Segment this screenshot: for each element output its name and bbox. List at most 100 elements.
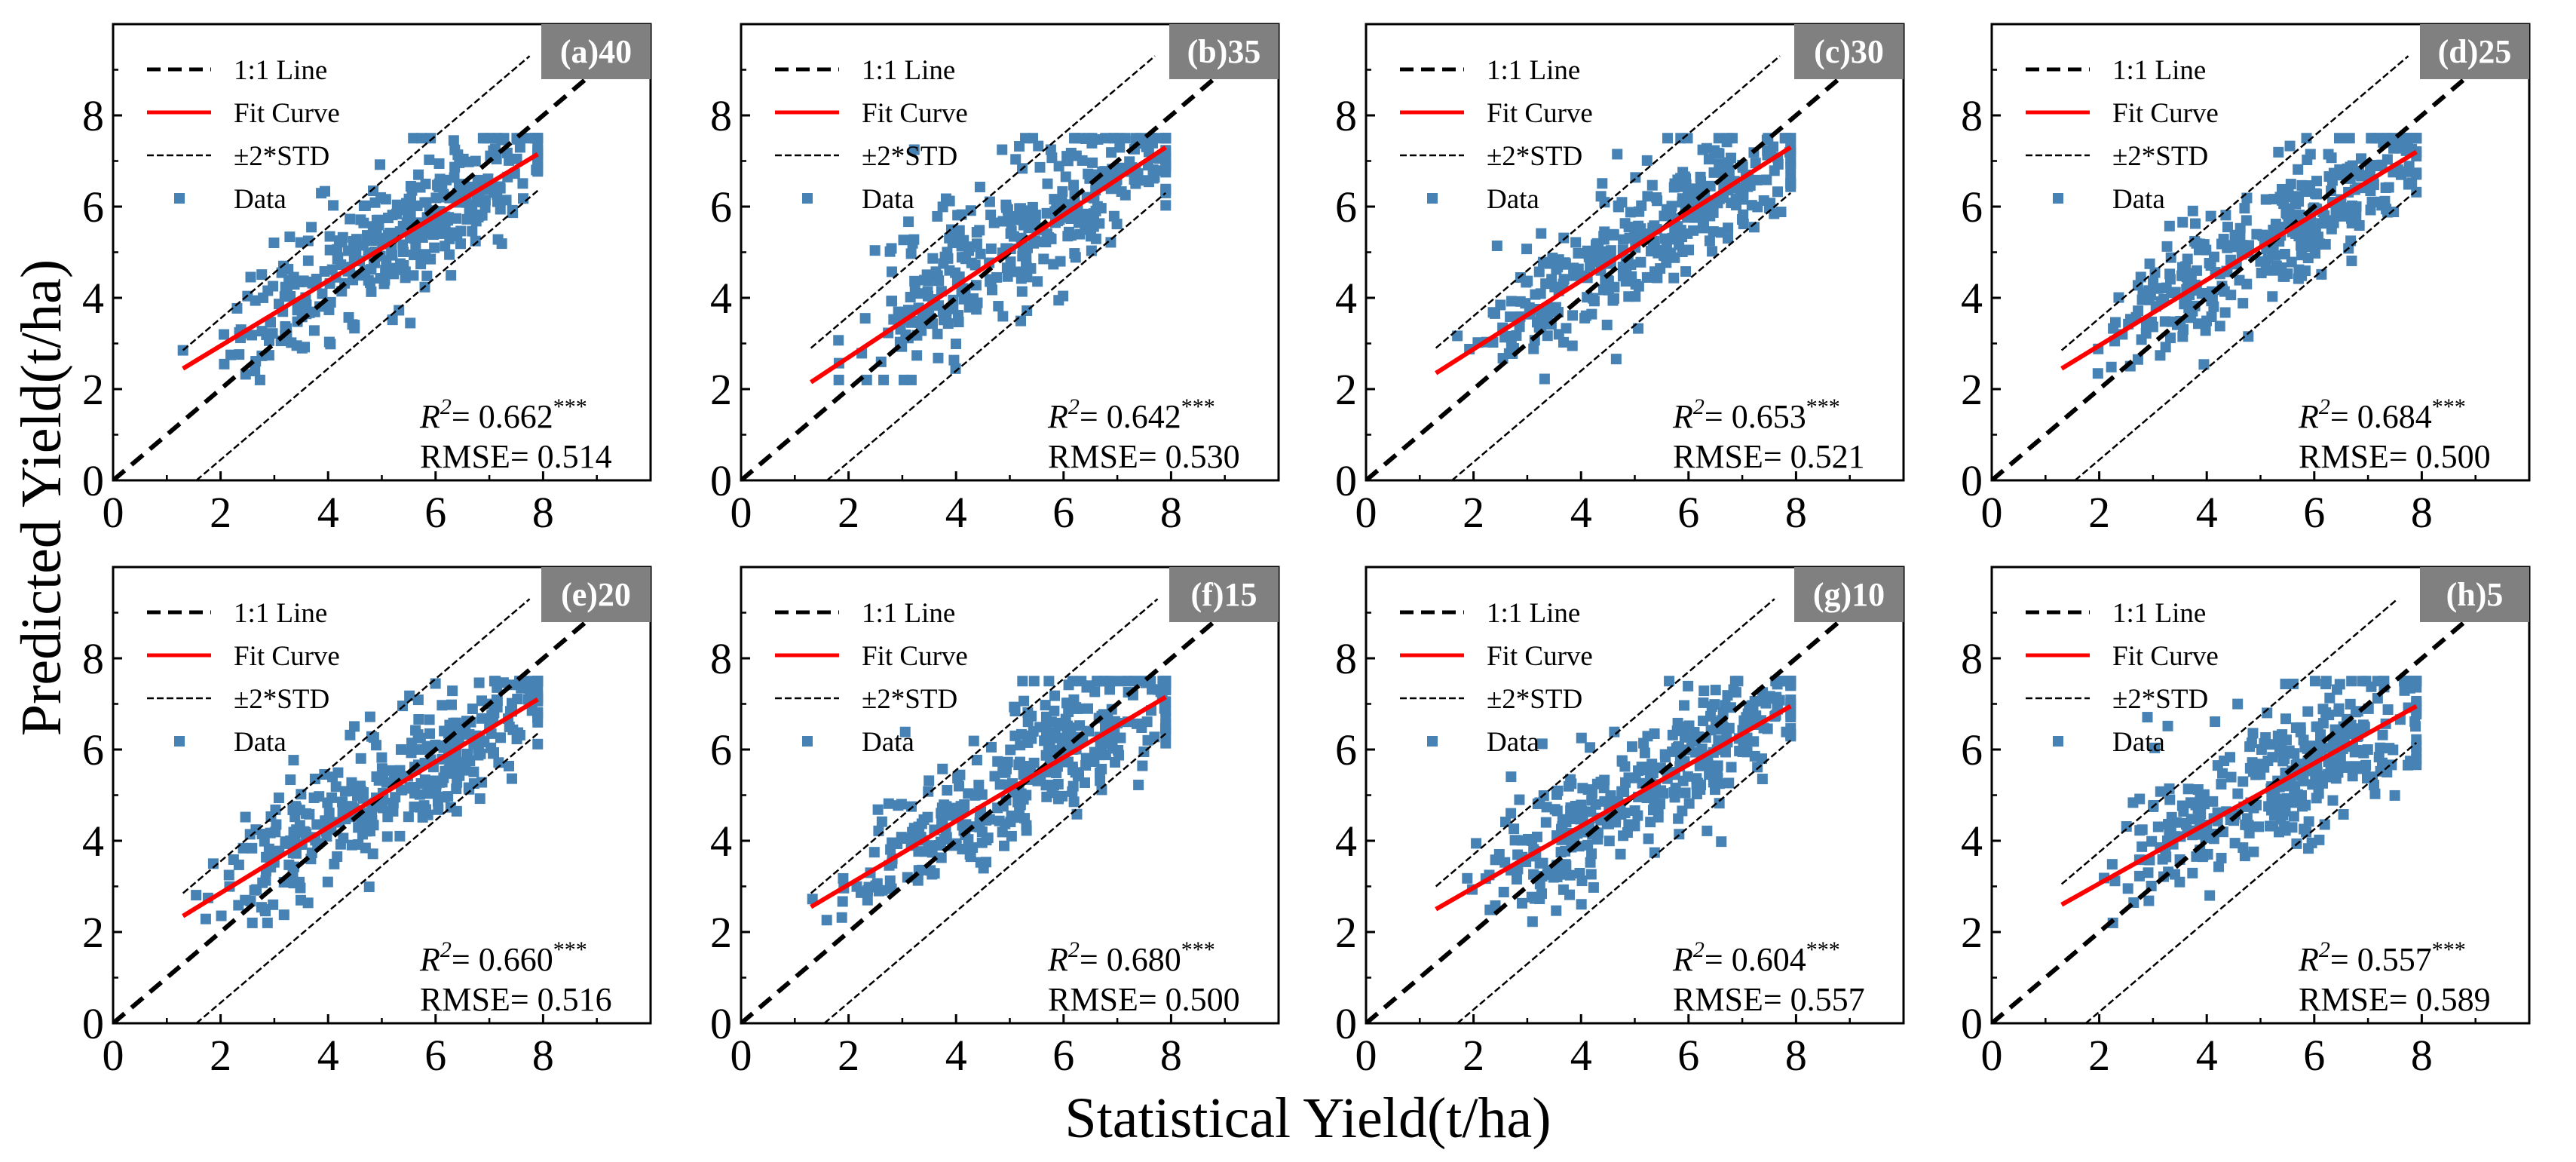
legend-label: Fit Curve xyxy=(2112,98,2219,129)
data-point xyxy=(309,773,320,784)
r2-symbol: R xyxy=(1672,941,1693,978)
legend-label: ±2*STD xyxy=(2112,141,2208,172)
data-point xyxy=(2143,895,2155,906)
data-point xyxy=(1462,872,1473,884)
r2-significance: *** xyxy=(1806,937,1840,962)
data-point xyxy=(936,852,947,863)
x-tick-label: 8 xyxy=(2411,488,2433,537)
data-point xyxy=(868,847,880,858)
data-point xyxy=(1680,266,1692,277)
x-tick-label: 2 xyxy=(210,1031,231,1080)
data-point xyxy=(1721,136,1732,148)
x-tick-label: 4 xyxy=(1570,1031,1592,1080)
data-point xyxy=(878,374,890,385)
data-point xyxy=(2345,728,2356,740)
data-point xyxy=(458,181,470,192)
data-point xyxy=(2207,796,2219,807)
data-point xyxy=(1731,200,1742,211)
data-point xyxy=(347,785,358,796)
data-point xyxy=(1629,820,1640,832)
data-point xyxy=(419,197,430,208)
legend-data-swatch xyxy=(2053,736,2063,747)
data-point xyxy=(2204,890,2216,901)
data-point xyxy=(1597,178,1608,189)
x-tick-label: 8 xyxy=(532,488,554,537)
data-point xyxy=(2143,867,2154,878)
r2-superscript: 2 xyxy=(2319,937,2330,962)
r2-stat: R2= 0.642*** xyxy=(1047,394,1215,435)
x-tick-label: 4 xyxy=(1570,488,1592,537)
data-point xyxy=(869,245,881,256)
data-point xyxy=(353,839,364,850)
legend: 1:1 Line Fit Curve ±2*STD Data xyxy=(147,55,340,215)
data-point xyxy=(2311,189,2323,200)
x-tick-label: 0 xyxy=(1981,488,2003,537)
data-point xyxy=(2380,182,2391,194)
data-point xyxy=(1588,881,1599,893)
data-point xyxy=(485,150,496,161)
data-point xyxy=(442,768,453,779)
data-point xyxy=(2210,716,2221,728)
data-point xyxy=(2325,764,2336,775)
data-point xyxy=(1490,854,1501,866)
data-point xyxy=(247,917,258,928)
data-point xyxy=(2166,316,2177,327)
data-point xyxy=(336,796,348,808)
data-point xyxy=(1159,676,1171,687)
data-point xyxy=(896,832,908,844)
data-point xyxy=(247,842,258,854)
data-point xyxy=(1549,281,1561,293)
data-point xyxy=(954,769,966,780)
data-point xyxy=(1768,141,1779,152)
r2-symbol: R xyxy=(1047,398,1068,435)
data-point xyxy=(424,154,435,165)
data-point xyxy=(2400,145,2412,156)
y-tick-label: 6 xyxy=(1335,725,1357,774)
data-point xyxy=(1021,262,1032,273)
data-point xyxy=(2319,216,2330,227)
data-point xyxy=(966,257,977,268)
data-point xyxy=(975,248,986,259)
data-point xyxy=(950,363,961,374)
y-tick-label: 6 xyxy=(1961,725,1983,774)
data-point xyxy=(1094,218,1105,229)
data-point xyxy=(2133,305,2144,317)
data-point xyxy=(978,863,989,874)
r2-superscript: 2 xyxy=(1693,394,1705,419)
data-point xyxy=(1106,147,1117,158)
legend-label: Fit Curve xyxy=(1487,641,1593,672)
data-point xyxy=(2216,852,2227,863)
data-point xyxy=(1772,186,1784,198)
data-point xyxy=(1005,256,1016,268)
data-point xyxy=(1643,833,1654,845)
r2-symbol: R xyxy=(1047,941,1068,978)
data-point xyxy=(954,271,965,283)
y-tick-label: 6 xyxy=(82,182,104,231)
data-point xyxy=(1014,141,1025,152)
panel-tag: (f)15 xyxy=(1191,576,1257,613)
data-point xyxy=(923,290,934,302)
data-point xyxy=(1503,348,1515,359)
data-point xyxy=(532,164,544,176)
data-point xyxy=(425,133,436,144)
data-point xyxy=(1065,230,1077,241)
data-point xyxy=(2349,747,2360,758)
data-point xyxy=(1582,245,1593,256)
data-point xyxy=(504,760,515,771)
data-point xyxy=(1665,210,1677,222)
data-point xyxy=(443,791,454,802)
data-point xyxy=(1713,133,1724,144)
data-point xyxy=(997,144,1008,155)
data-point xyxy=(2260,732,2271,743)
data-point xyxy=(984,196,995,207)
data-point xyxy=(250,295,261,306)
data-point xyxy=(836,912,847,923)
data-point xyxy=(985,243,997,254)
data-point xyxy=(2370,159,2381,170)
x-tick-label: 0 xyxy=(1355,488,1377,537)
data-point xyxy=(2309,676,2320,687)
data-point xyxy=(363,881,375,893)
data-point xyxy=(1592,833,1603,845)
data-point xyxy=(446,270,457,281)
panel-tag-box xyxy=(1794,24,1904,79)
